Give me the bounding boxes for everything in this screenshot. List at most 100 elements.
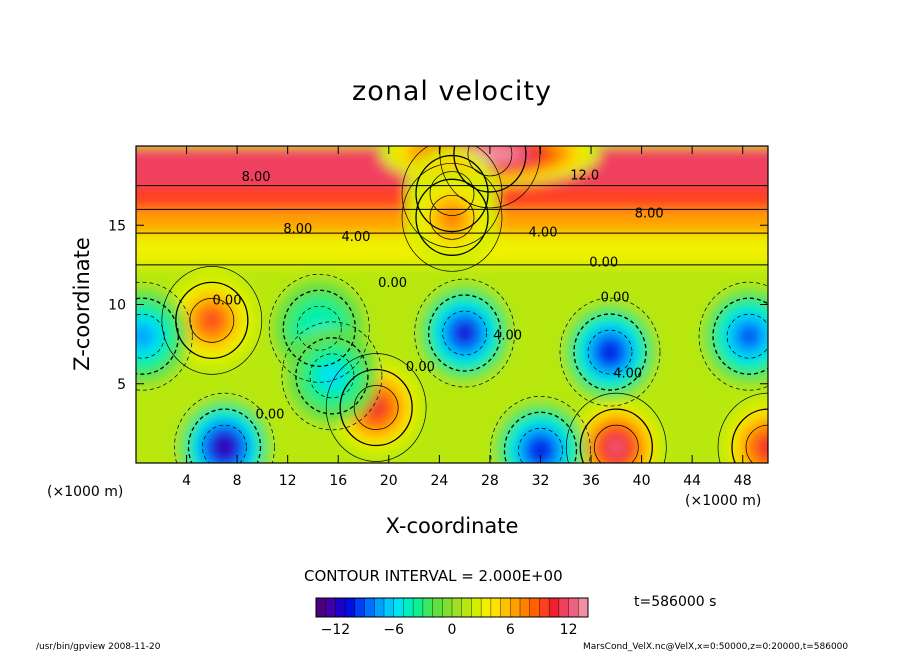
contour-line xyxy=(136,297,179,375)
colorbar-swatch xyxy=(452,598,463,617)
contour-line xyxy=(325,353,427,462)
colorbar-swatch xyxy=(539,598,550,617)
contour-line xyxy=(295,337,369,415)
contour-line xyxy=(401,162,503,272)
y-axis-label: Z-coordinate xyxy=(70,237,94,371)
colorbar-swatch xyxy=(558,598,569,617)
colorbar-tick-label: −6 xyxy=(383,622,404,638)
colorbar-tick-label: 0 xyxy=(448,622,457,638)
field-cell xyxy=(739,326,759,346)
contour-line xyxy=(731,408,768,463)
x-tick-label: 8 xyxy=(233,473,242,489)
contour-line xyxy=(518,427,563,463)
contour-label: 4.00 xyxy=(341,230,370,245)
field-cell xyxy=(532,442,549,459)
contour-label: 4.00 xyxy=(613,366,642,381)
x-tick-label: 32 xyxy=(532,473,550,489)
contour-line xyxy=(353,385,399,430)
x-unit-left: (×1000 m) xyxy=(47,484,124,500)
contour-line xyxy=(490,395,591,463)
contour-label: 0.00 xyxy=(601,290,630,305)
contour-label: 0.00 xyxy=(406,360,435,375)
footer-right: MarsCond_VelX.nc@VelX,x=0:50000,z=0:2000… xyxy=(583,642,849,652)
colorbar-swatch xyxy=(471,598,482,617)
contour-line xyxy=(453,146,527,193)
contour-line xyxy=(565,392,667,463)
colorbar-swatch xyxy=(345,598,356,617)
contour-line xyxy=(268,273,370,383)
colorbar-swatch xyxy=(403,598,414,617)
contour-line xyxy=(439,146,541,209)
colorbar-tick-label: 6 xyxy=(506,622,515,638)
colorbar-swatch xyxy=(422,598,433,617)
x-tick-label: 44 xyxy=(683,473,701,489)
contour-line xyxy=(745,424,768,463)
colorbar-swatch xyxy=(490,598,501,617)
contour-line xyxy=(593,424,639,463)
colorbar-swatch xyxy=(461,598,472,617)
contour-line xyxy=(573,313,647,391)
contour-interval: CONTOUR INTERVAL = 2.000E+00 xyxy=(304,567,563,585)
contour-line xyxy=(467,146,513,177)
colorbar-swatch xyxy=(578,598,589,617)
field-cell xyxy=(602,344,618,361)
field-cell xyxy=(136,324,154,349)
contour-line xyxy=(414,278,515,388)
chart-title: zonal velocity xyxy=(352,76,552,107)
time-label: t=586000 s xyxy=(634,594,717,610)
contour-line xyxy=(202,424,247,463)
contour-line xyxy=(429,171,475,216)
field-cell xyxy=(217,440,232,455)
contour-line xyxy=(309,353,355,399)
field-cell xyxy=(608,439,624,456)
contour-line xyxy=(339,368,413,447)
colorbar-swatch xyxy=(335,598,346,617)
x-tick-label: 48 xyxy=(734,473,752,489)
field-cell xyxy=(366,397,386,418)
contour-label: 4.00 xyxy=(529,225,558,240)
x-tick-label: 16 xyxy=(329,473,347,489)
contour-label: 0.00 xyxy=(378,276,407,291)
field-cell xyxy=(758,437,768,457)
y-tick-label: 15 xyxy=(108,218,126,234)
colorbar-swatch xyxy=(500,598,511,617)
contour-line xyxy=(587,329,633,375)
y-tick-label: 10 xyxy=(108,298,126,314)
colorbar-tick-label: 12 xyxy=(560,622,578,638)
colorbar-swatch xyxy=(568,598,579,617)
x-unit-right: (×1000 m) xyxy=(685,493,762,509)
colorbar-swatch xyxy=(325,598,336,617)
contour-line xyxy=(175,281,249,360)
y-tick-label: 5 xyxy=(117,377,126,393)
x-tick-label: 28 xyxy=(481,473,499,489)
colorbar-swatch xyxy=(520,598,531,617)
field-cell xyxy=(440,205,464,230)
colorbar-swatch xyxy=(393,598,404,617)
contour-line xyxy=(579,408,653,463)
colorbar-swatch xyxy=(442,598,453,617)
contour-label: 8.00 xyxy=(242,170,271,185)
colorbar-frame xyxy=(315,597,589,618)
contour-label: 0.00 xyxy=(213,294,242,309)
contour-label: 0.00 xyxy=(589,255,618,270)
colorbar-swatch xyxy=(364,598,375,617)
x-tick-label: 12 xyxy=(279,473,297,489)
x-tick-label: 36 xyxy=(582,473,600,489)
field-cell xyxy=(202,310,222,330)
contour-line xyxy=(401,146,503,248)
x-tick-label: 20 xyxy=(380,473,398,489)
contour-line xyxy=(559,297,661,407)
contour-line xyxy=(717,392,768,463)
contour-label: 4.00 xyxy=(493,328,522,343)
field-cell xyxy=(316,359,348,392)
contour-line xyxy=(427,294,502,372)
x-axis-label: X-coordinate xyxy=(385,514,519,538)
contour-line xyxy=(187,408,262,463)
colorbar-swatch xyxy=(549,598,560,617)
colorbar-swatch xyxy=(374,598,385,617)
contour-label: 8.00 xyxy=(283,222,312,237)
x-tick-label: 4 xyxy=(182,473,191,489)
contour-label: 8.00 xyxy=(635,206,664,221)
contour-label: 12.0 xyxy=(570,168,599,183)
